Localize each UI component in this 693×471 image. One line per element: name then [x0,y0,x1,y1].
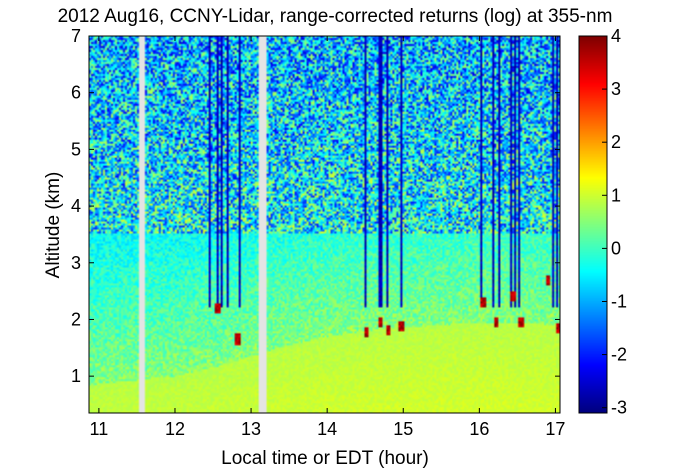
x-axis-label: Local time or EDT (hour) [221,448,429,469]
colorbar-frame [578,35,608,414]
y-tick-label: 3 [71,253,81,273]
x-tick-label: 16 [469,419,489,439]
chart-title: 2012 Aug16, CCNY-Lidar, range-corrected … [58,6,613,27]
y-tick-label: 2 [71,309,81,329]
y-tick-label: 7 [71,26,81,46]
colorbar: -3 -2 -1 0 1 2 3 4 [578,26,627,418]
plot-frame [88,35,561,414]
colorbar-tick-label: 1 [611,185,621,205]
x-tick-label: 17 [545,419,565,439]
colorbar-tick-label: -2 [611,345,627,365]
y-axis-label: Altitude (km) [43,172,64,279]
colorbar-tick-label: 4 [611,26,621,46]
y-tick-label: 4 [71,196,81,216]
x-tick-label: 11 [90,419,109,439]
colorbar-tick-label: 2 [611,132,621,152]
colorbar-tick-label: -1 [611,291,627,311]
y-tick-label: 6 [71,83,81,103]
y-tick-label: 5 [71,139,81,159]
x-tick-label: 15 [393,419,413,439]
y-tick-label: 1 [71,366,81,386]
colorbar-tick-label: 3 [611,79,621,99]
colorbar-tick-label: -3 [611,398,627,418]
heatmap [89,36,560,413]
x-tick-label: 13 [241,419,261,439]
x-tick-label: 14 [317,419,337,439]
colorbar-gradient [579,36,607,413]
y-axis-ticks: 1 2 3 4 5 6 7 [71,26,560,386]
x-tick-label: 12 [165,419,185,439]
colorbar-tick-label: 0 [611,238,621,258]
x-axis-ticks: 11 12 13 14 15 16 17 [90,36,565,439]
colorbar-ticks: -3 -2 -1 0 1 2 3 4 [602,26,627,418]
